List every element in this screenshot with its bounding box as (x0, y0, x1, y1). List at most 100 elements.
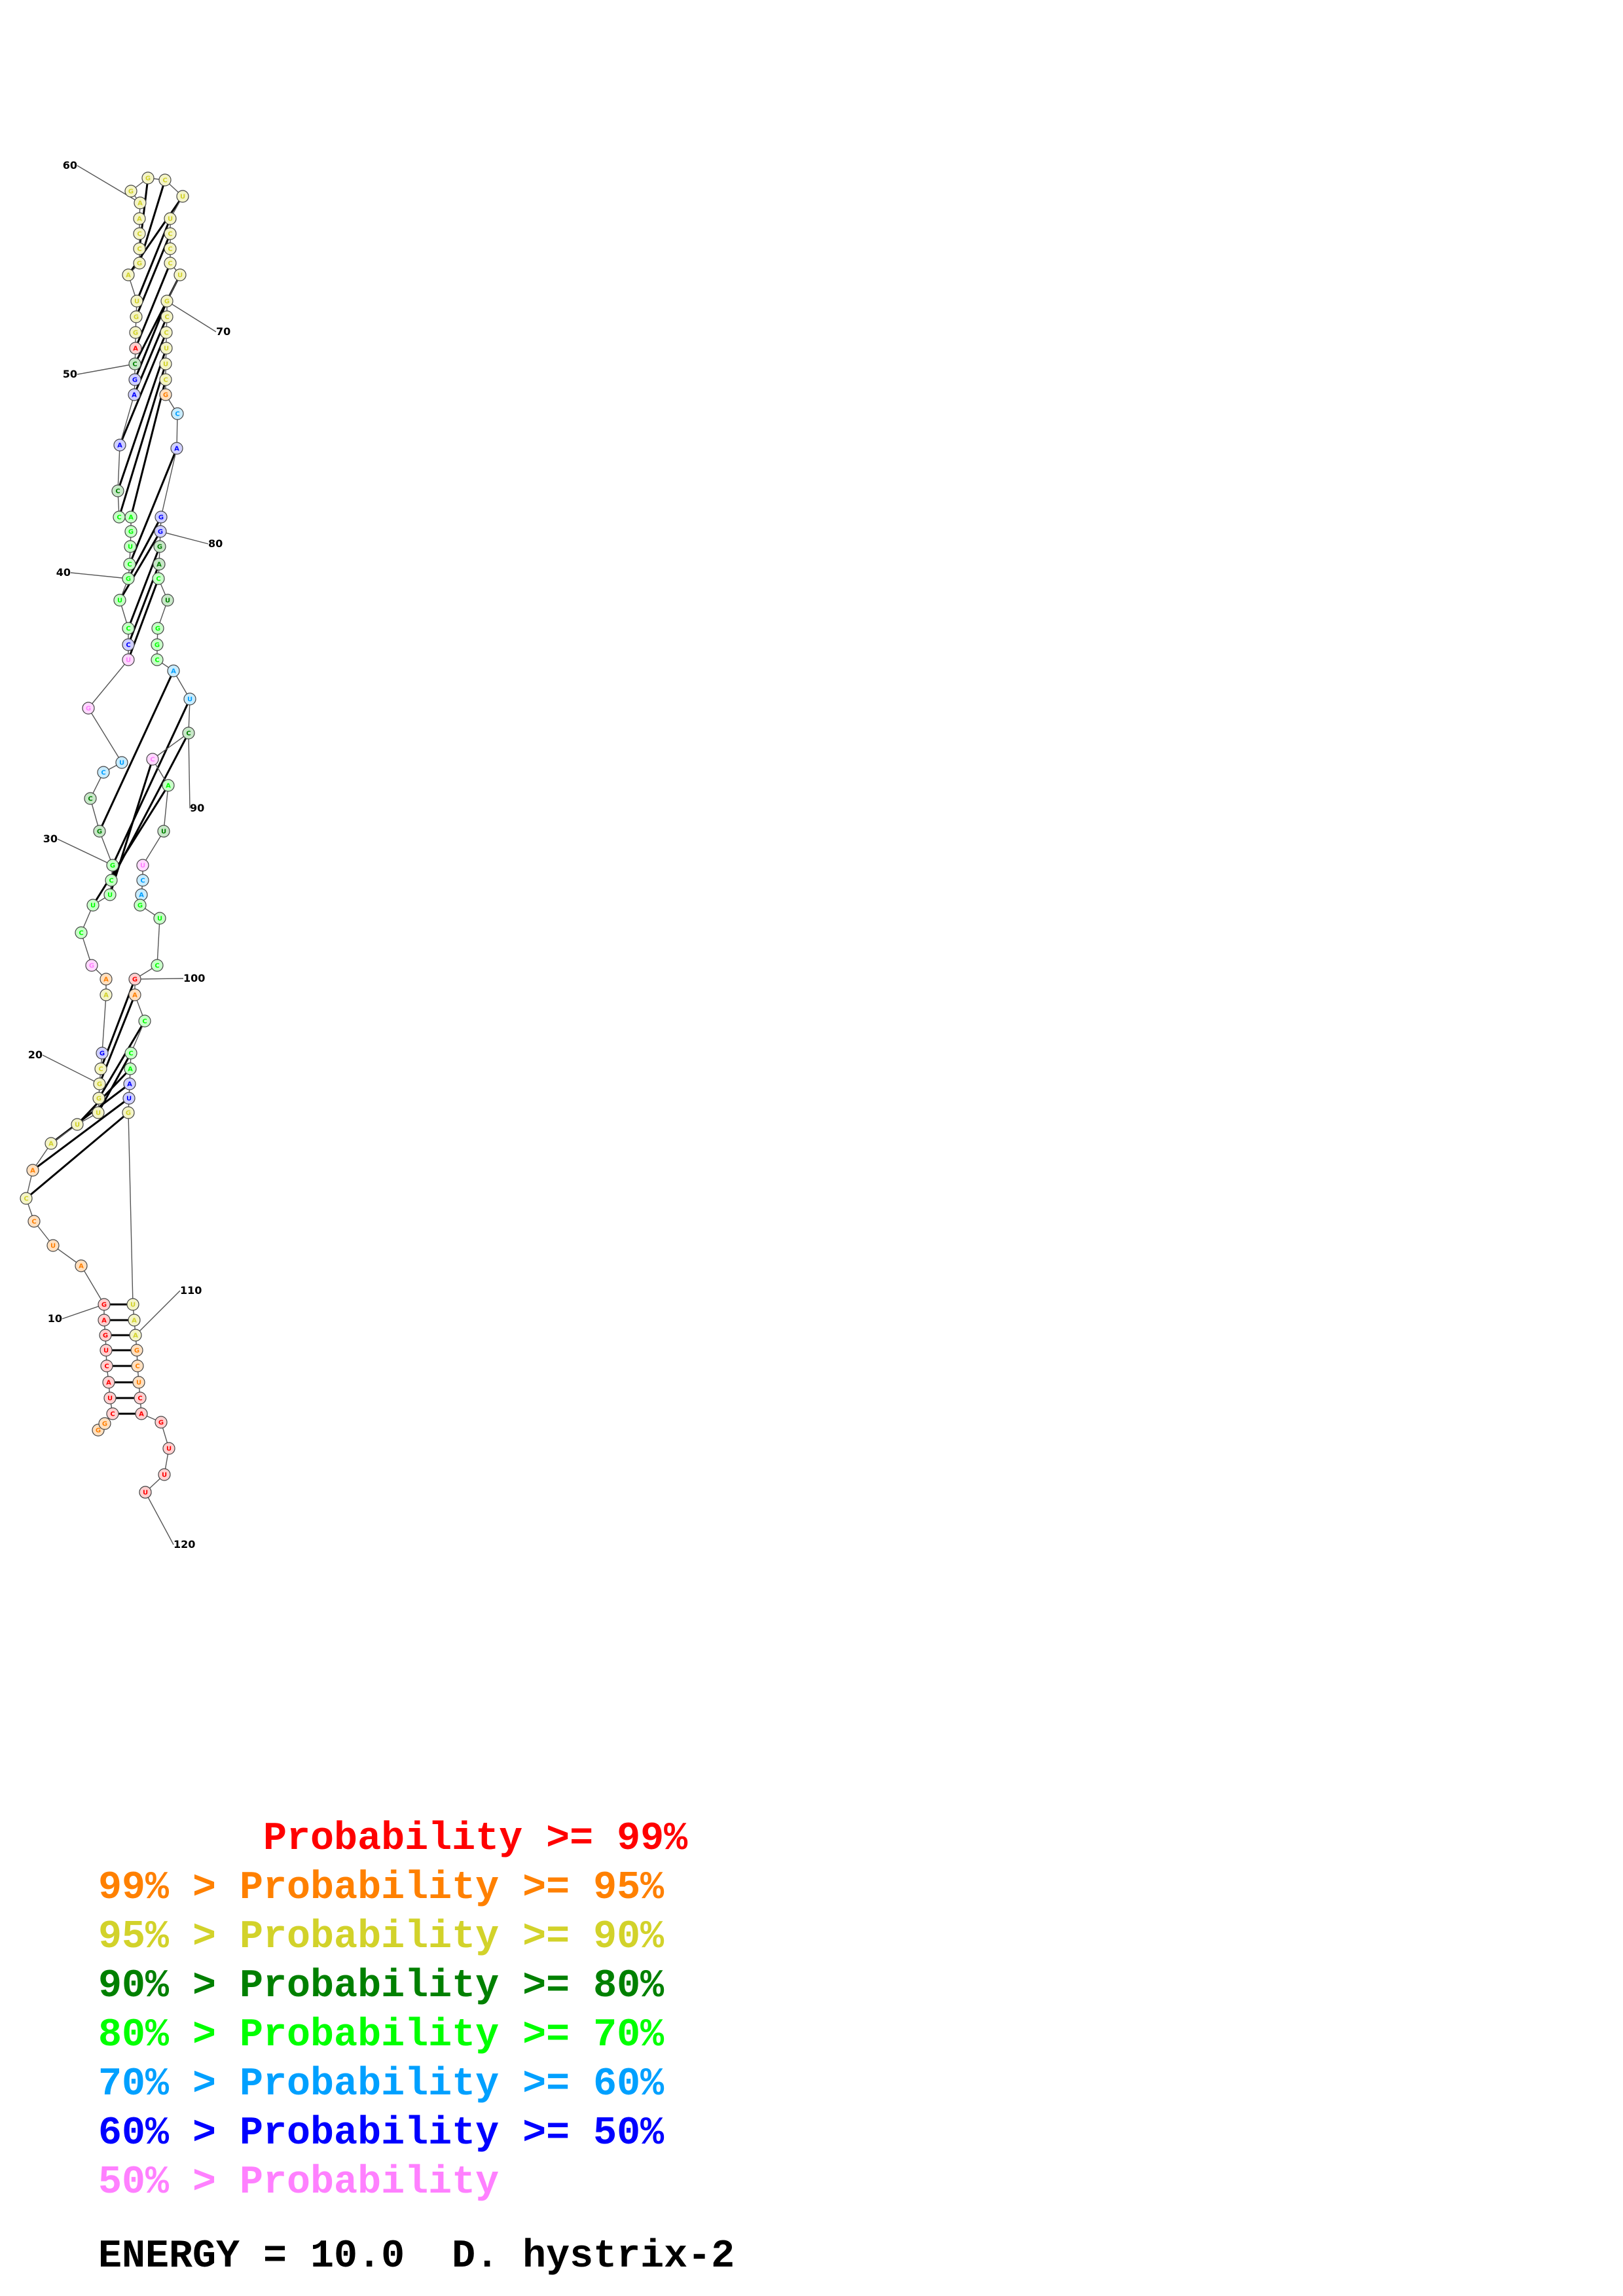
nucleotide: A (129, 342, 142, 355)
nucleotide-letter: A (48, 1141, 54, 1148)
nucleotide: A (129, 1329, 142, 1342)
nucleotide-circle (124, 1062, 137, 1075)
base-pair-bond (98, 1020, 146, 1099)
nucleotide: U (115, 756, 128, 769)
nucleotide-letter: C (31, 1219, 36, 1226)
nucleotide-circle (128, 1314, 141, 1327)
base-pair-bond (130, 379, 167, 518)
nucleotide: G (153, 540, 166, 553)
nucleotide: C (152, 572, 165, 585)
nucleotide-circle (99, 1329, 112, 1342)
nucleotide-letter: U (166, 1446, 172, 1453)
backbone-segment (117, 444, 120, 492)
nucleotide-circle (86, 899, 100, 912)
tick-leader-line (160, 531, 209, 545)
nucleotide-letter: C (135, 1363, 139, 1371)
nucleotide-circle (97, 766, 110, 779)
nucleotide-circle (122, 638, 135, 651)
nucleotide-letter: C (175, 411, 179, 418)
nucleotide-letter: U (143, 1490, 148, 1497)
nucleotide-circle (122, 1092, 136, 1105)
nucleotide-circle (139, 1486, 152, 1499)
nucleotide: A (122, 268, 135, 281)
nucleotide-letter: C (164, 330, 168, 337)
nucleotide-circle (159, 373, 172, 386)
nucleotide-circle (146, 753, 159, 766)
nucleotide-letter: A (79, 1263, 84, 1270)
nucleotide: A (153, 558, 166, 571)
nucleotide-circle (100, 1359, 113, 1372)
nucleotide: A (128, 988, 141, 1001)
nucleotide-circle (45, 1137, 58, 1150)
nucleotide-circle (134, 899, 147, 912)
position-tick-labels: 10 20 30 40 50 60 70 80 90 100 110 120 (28, 159, 231, 1551)
nucleotide-letter: G (158, 529, 163, 536)
nucleotide: G (155, 511, 168, 524)
nucleotide-circle (115, 756, 128, 769)
position-tick-label: 40 (56, 566, 71, 579)
nucleotide-letter: G (126, 1110, 131, 1117)
nucleotide: G (155, 1416, 168, 1429)
nucleotide-circle (124, 185, 137, 198)
nucleotide: C (100, 1359, 113, 1372)
nucleotide-circle (84, 792, 97, 805)
backbone-segment (119, 394, 135, 446)
base-pair-bond (119, 332, 168, 446)
nucleotide: U (157, 825, 170, 838)
nucleotide: C (122, 622, 135, 635)
nucleotide-letter: A (174, 446, 179, 453)
nucleotide: A (113, 439, 126, 452)
nucleotide: A (167, 664, 180, 677)
nucleotide: C (27, 1215, 41, 1228)
nucleotide-letter: G (158, 514, 164, 522)
nucleotide: C (182, 726, 195, 740)
nucleotide: U (113, 594, 126, 607)
nucleotide-letter: G (155, 626, 160, 633)
nucleotide-circle (126, 1298, 139, 1311)
nucleotide: C (134, 1391, 147, 1405)
nucleotide-circle (158, 1468, 171, 1481)
nucleotide-circle (98, 1298, 111, 1311)
position-tick-label: 120 (173, 1538, 195, 1551)
nucleotide: U (160, 342, 173, 355)
nucleotide-letter: C (162, 177, 167, 185)
base-pair-bond (98, 670, 175, 832)
nucleotide-letter: A (127, 1081, 132, 1088)
nucleotide: U (132, 1376, 145, 1389)
nucleotide-circle (164, 242, 177, 255)
position-tick-label: 100 (183, 972, 205, 984)
position-tick-label: 90 (190, 802, 204, 814)
nucleotide-letter: U (134, 298, 139, 306)
nucleotide-letter: C (88, 796, 92, 803)
nucleotide-letter: C (79, 930, 83, 937)
nucleotide: G (134, 899, 147, 912)
nucleotide: C (151, 653, 164, 666)
nucleotide: C (113, 511, 126, 524)
nucleotide: C (158, 173, 172, 187)
nucleotide-circle (26, 1164, 39, 1177)
nucleotide-circle (141, 171, 155, 185)
nucleotide-circle (128, 988, 141, 1001)
nucleotide-letter: A (103, 977, 109, 984)
nucleotide-circle (100, 973, 113, 986)
nucleotide-letter: C (137, 246, 141, 253)
nucleotide-circle (159, 357, 172, 370)
nucleotide: C (133, 242, 146, 255)
nucleotide-circle (170, 442, 183, 455)
nucleotide: A (135, 1407, 148, 1420)
nucleotide-circle (159, 388, 172, 401)
nucleotide-circle (160, 342, 173, 355)
nucleotide: G (154, 525, 167, 538)
nucleotide-letter: C (150, 757, 155, 764)
nucleotide: A (128, 388, 141, 401)
nucleotide: C (164, 242, 177, 255)
nucleotide-letter: A (133, 1333, 138, 1340)
nucleotide: G (151, 638, 164, 651)
nucleotide-letter: A (139, 1411, 144, 1418)
nucleotide: C (97, 766, 110, 779)
nucleotide: A (102, 1376, 115, 1389)
nucleotide: G (151, 622, 164, 635)
nucleotide-circle (85, 959, 98, 972)
nucleotide-letter: A (101, 1318, 107, 1325)
nucleotide-letter: U (90, 903, 96, 910)
